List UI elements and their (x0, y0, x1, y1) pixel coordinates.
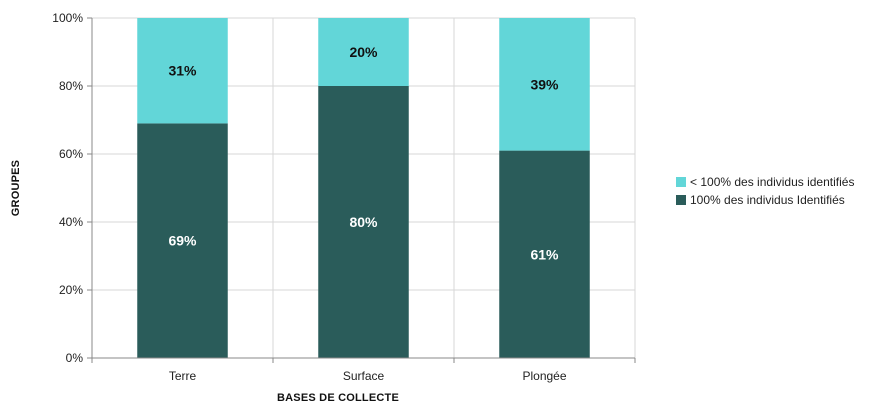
bar-value-label: 61% (530, 246, 559, 262)
bar-segment (137, 18, 228, 124)
bar-value-label: 31% (168, 63, 197, 79)
legend: < 100% des individus identifiés 100% des … (676, 175, 854, 207)
y-tick-label: 100% (52, 11, 83, 25)
axes: BASES DE COLLECTE GROUPES 0% 20% 40% 60% 80%… (10, 11, 636, 404)
bar-value-label: 80% (349, 214, 378, 230)
x-tick-label: Terre (169, 369, 197, 383)
bar-segment (499, 150, 590, 358)
bar-value-label: 20% (349, 44, 378, 60)
legend-label: 100% des individus Identifiés (690, 193, 845, 207)
bar-segment (318, 86, 409, 358)
y-tick-label: 40% (59, 215, 83, 229)
legend-swatch (676, 195, 686, 205)
legend-swatch (676, 177, 686, 187)
y-tick-label: 60% (59, 147, 83, 161)
bar-value-label: 39% (530, 76, 559, 92)
y-tick-label: 80% (59, 79, 83, 93)
x-tick-label: Surface (343, 369, 385, 383)
x-axis-title: BASES DE COLLECTE (277, 392, 399, 404)
y-axis-title: GROUPES (10, 160, 22, 216)
legend-label: < 100% des individus identifiés (690, 175, 854, 189)
bar-segment (137, 123, 228, 359)
bar-value-label: 69% (168, 233, 197, 249)
x-tick-label: Plongée (522, 369, 566, 383)
y-tick-label: 0% (66, 351, 84, 365)
y-tick-label: 20% (59, 283, 83, 297)
bar-segment (499, 18, 590, 151)
bar-segment (318, 18, 409, 86)
bars: 69% 31% 80% 20% 61% 39% (137, 18, 590, 359)
